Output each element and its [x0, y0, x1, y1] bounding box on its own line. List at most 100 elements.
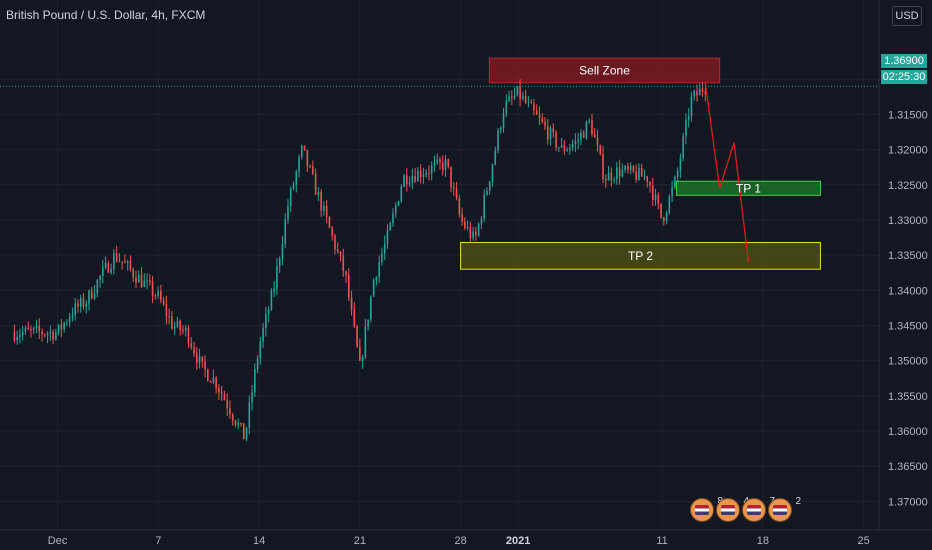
candle-body: [361, 356, 364, 361]
candle-body: [588, 120, 591, 122]
candle-body: [184, 327, 187, 331]
time-axis[interactable]: Dec 7 14 21 28 2021 11 18 25: [0, 529, 932, 547]
candle-body: [281, 243, 284, 259]
candle-body: [132, 269, 135, 278]
candle-body: [265, 314, 267, 329]
candle-body: [99, 275, 101, 281]
candle-body: [52, 331, 54, 340]
candle-body: [165, 304, 168, 317]
candle-body: [638, 167, 640, 180]
candle-body: [215, 377, 217, 388]
candle-body: [347, 275, 350, 298]
us-flag-icon[interactable]: 8: [690, 496, 723, 522]
price-tick-label: 1.37000: [888, 496, 928, 508]
candle-body: [118, 260, 121, 262]
projection-path: [704, 82, 750, 263]
candle-body: [483, 194, 485, 219]
candle-body: [63, 322, 65, 330]
candle-body: [538, 114, 541, 118]
candle-body: [267, 310, 270, 315]
candle-body: [198, 356, 201, 363]
candle-body: [35, 325, 38, 328]
candle-body: [32, 327, 35, 330]
candle-body: [173, 326, 176, 329]
candle-body: [621, 169, 624, 177]
economic-events[interactable]: 8 4 7 2: [690, 496, 801, 523]
time-tick-label: 25: [857, 535, 869, 547]
candle-body: [204, 361, 206, 370]
candle-body: [372, 280, 375, 297]
candle-body: [57, 324, 60, 333]
candle-body: [428, 173, 430, 175]
candle-body: [690, 96, 693, 117]
price-axis-bg: [879, 0, 932, 550]
candle-body: [602, 154, 604, 180]
candle-body: [193, 347, 195, 354]
symbol-title[interactable]: British Pound / U.S. Dollar, 4h, FXCM: [6, 8, 206, 22]
candle-body: [414, 176, 416, 182]
candle-body: [466, 227, 469, 229]
zone-label-2: TP 2: [628, 249, 653, 263]
time-tick-label: 21: [354, 535, 366, 547]
candle-body: [364, 326, 367, 357]
candle-body: [218, 387, 220, 392]
candle-body: [289, 188, 292, 207]
candle-body: [234, 420, 237, 426]
candle-body: [549, 128, 552, 140]
candle-body: [331, 227, 334, 236]
us-flag-icon[interactable]: 2: [768, 496, 801, 522]
candle-body: [179, 320, 182, 330]
currency-button[interactable]: USD: [892, 6, 922, 26]
candle-body: [430, 165, 433, 174]
candle-body: [624, 166, 626, 170]
candle-body: [303, 145, 306, 150]
price-tick-label: 1.36500: [888, 461, 928, 473]
candle-body: [359, 346, 361, 361]
candle-body: [284, 219, 287, 244]
candle-countdown: 02:25:30: [881, 70, 927, 84]
candle-body: [513, 95, 516, 98]
candle-body: [171, 316, 173, 329]
candle-body: [571, 144, 574, 148]
candle-body: [701, 88, 704, 93]
time-tick-label: 7: [155, 535, 161, 547]
candle-body: [582, 132, 585, 138]
candle-body: [229, 408, 231, 415]
candle-body: [375, 276, 378, 281]
candle-body: [696, 90, 698, 96]
price-tick-label: 1.33500: [888, 250, 928, 262]
candle-body: [66, 322, 68, 324]
zone-2: [460, 241, 821, 270]
candle-body: [522, 96, 524, 99]
candle-body: [497, 130, 499, 151]
candle-body: [400, 186, 403, 202]
time-tick-label: 18: [757, 535, 769, 547]
candle-body: [698, 88, 701, 96]
candle-body: [320, 192, 322, 211]
candle-body: [43, 334, 46, 336]
us-flag-icon[interactable]: 4: [716, 496, 749, 522]
candle-body: [71, 315, 74, 318]
us-flag-icon[interactable]: 7: [742, 496, 775, 522]
price-axis[interactable]: 1.37000 1.36500 1.36000 1.35500 1.35000 1.345…: [878, 0, 932, 550]
price-tick-label: 1.34000: [888, 285, 928, 297]
candle-body: [336, 249, 339, 252]
candle-body: [107, 262, 110, 273]
candle-body: [494, 150, 497, 165]
candle-body: [480, 218, 483, 224]
candle-body: [60, 324, 63, 330]
candle-body: [270, 291, 273, 311]
candle-body: [599, 145, 602, 155]
candle-body: [207, 369, 209, 382]
candle-body: [580, 132, 582, 140]
candle-body: [668, 196, 671, 213]
candles-layer: [13, 79, 707, 442]
candle-body: [491, 164, 494, 182]
candle-body: [687, 116, 690, 120]
candle-body: [168, 316, 170, 318]
candle-body: [312, 166, 314, 174]
candle-body: [406, 175, 408, 185]
candle-body: [381, 253, 383, 263]
candle-body: [157, 291, 159, 296]
